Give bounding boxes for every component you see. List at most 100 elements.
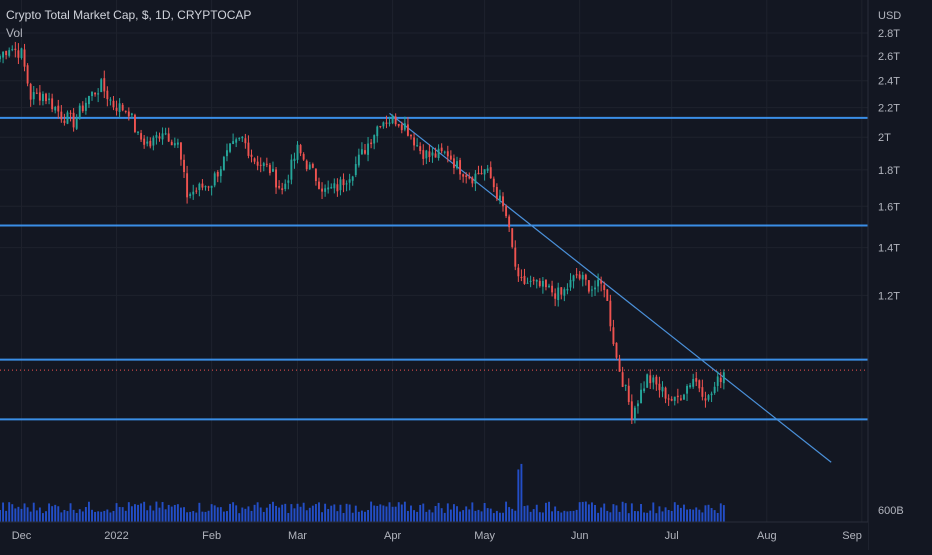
candle xyxy=(146,136,149,147)
candle xyxy=(394,113,397,127)
x-tick-label: Sep xyxy=(842,530,862,542)
volume-bar xyxy=(219,507,222,522)
candle xyxy=(578,270,581,281)
volume-bar xyxy=(716,512,719,522)
volume-bar xyxy=(397,502,400,522)
candle xyxy=(94,92,97,97)
volume-bar xyxy=(100,511,103,522)
y-tick-label: 1.2T xyxy=(878,290,900,302)
candle xyxy=(624,384,627,391)
candle xyxy=(287,174,290,190)
descending-trendline[interactable] xyxy=(389,112,832,463)
volume-bar xyxy=(287,512,290,522)
candle xyxy=(195,187,198,194)
volume-bar xyxy=(440,508,443,522)
candle xyxy=(198,182,201,197)
candle xyxy=(311,162,314,169)
y-tick-label: 2.2T xyxy=(878,103,900,115)
volume-bar xyxy=(247,506,250,522)
candle xyxy=(544,279,547,291)
volume-bar xyxy=(262,511,265,522)
volume-bar xyxy=(137,504,139,522)
volume-bar xyxy=(443,512,446,522)
candle xyxy=(192,184,195,200)
volume-bar xyxy=(376,505,379,522)
volume-bar xyxy=(618,511,621,522)
volume-bar xyxy=(360,510,363,522)
candle xyxy=(296,141,299,164)
candle xyxy=(557,282,560,307)
candle xyxy=(526,277,529,284)
volume-bar xyxy=(8,502,11,522)
candle xyxy=(633,405,636,424)
volume-bar xyxy=(216,507,219,522)
volume-bar xyxy=(204,511,207,522)
candle xyxy=(367,137,370,162)
candle xyxy=(667,394,670,406)
volume-bar xyxy=(462,510,465,522)
candle xyxy=(91,91,93,101)
candle xyxy=(637,400,639,414)
candle xyxy=(330,183,333,189)
candlesticks xyxy=(0,41,725,425)
candle xyxy=(327,180,330,194)
volume-bar xyxy=(541,512,544,522)
volume-bar xyxy=(278,507,281,522)
candle xyxy=(170,139,173,146)
time-axis[interactable]: Dec 2022 Feb Mar Apr May Jun Jul Aug Sep xyxy=(0,521,868,550)
candle xyxy=(149,137,152,149)
x-tick-label: Jun xyxy=(571,530,589,542)
candle xyxy=(66,110,69,125)
candle xyxy=(152,135,155,151)
price-axis[interactable]: USD 2.8T 2.6T 2.4T 2.2T 2T 1.8T 1.6T 1.4T 1.2T 600… xyxy=(867,0,932,550)
candle xyxy=(241,136,244,143)
candle xyxy=(308,161,311,171)
trendline[interactable] xyxy=(389,112,832,463)
candle xyxy=(698,379,701,393)
candle xyxy=(382,121,385,129)
volume-bar xyxy=(486,508,489,522)
volume-bar xyxy=(296,503,299,522)
volume-bar xyxy=(106,509,109,522)
volume-bar xyxy=(655,513,658,522)
candle xyxy=(78,103,81,120)
x-tick-label: Feb xyxy=(202,530,221,542)
candle xyxy=(640,383,642,404)
volume-bar xyxy=(91,509,93,522)
candle xyxy=(676,388,679,404)
volume-bar xyxy=(471,502,474,522)
volume-bar xyxy=(333,504,336,522)
volume-bar xyxy=(511,508,514,522)
candle xyxy=(69,110,72,122)
grid-lines xyxy=(0,0,868,522)
candle xyxy=(229,143,231,154)
candle xyxy=(646,373,649,388)
candle xyxy=(474,170,477,192)
candle xyxy=(140,129,143,142)
candle xyxy=(87,95,90,108)
candle xyxy=(256,155,259,171)
candle xyxy=(370,138,373,149)
volume-bar xyxy=(566,511,569,522)
candle xyxy=(403,116,406,132)
volume-bar xyxy=(698,509,701,522)
candle xyxy=(673,396,676,406)
candle xyxy=(158,132,161,142)
volume-bar xyxy=(575,509,578,522)
candle xyxy=(130,112,133,118)
volume-bar xyxy=(658,506,661,522)
x-tick-label: Dec xyxy=(12,530,32,542)
candle xyxy=(419,142,422,155)
volume-bar xyxy=(330,505,333,522)
volume-bar xyxy=(495,510,498,522)
candle xyxy=(180,142,182,166)
volume-bar xyxy=(679,507,682,522)
candle xyxy=(397,123,400,128)
candle xyxy=(207,185,210,192)
candle xyxy=(376,125,379,143)
volume-bar xyxy=(84,507,87,522)
volume-bar xyxy=(529,511,532,522)
volume-bar xyxy=(400,504,403,522)
volume-indicator-label[interactable]: Vol xyxy=(6,26,23,40)
